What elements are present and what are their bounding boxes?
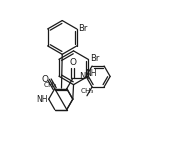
Text: NH: NH bbox=[85, 68, 97, 78]
Text: CH₃: CH₃ bbox=[80, 88, 94, 94]
Text: Br: Br bbox=[90, 54, 99, 63]
Text: Br: Br bbox=[78, 24, 88, 33]
Text: O: O bbox=[41, 75, 48, 84]
Text: CH₃: CH₃ bbox=[43, 82, 57, 88]
Text: O: O bbox=[69, 58, 76, 67]
Text: NH: NH bbox=[36, 95, 48, 104]
Text: N: N bbox=[79, 72, 85, 81]
